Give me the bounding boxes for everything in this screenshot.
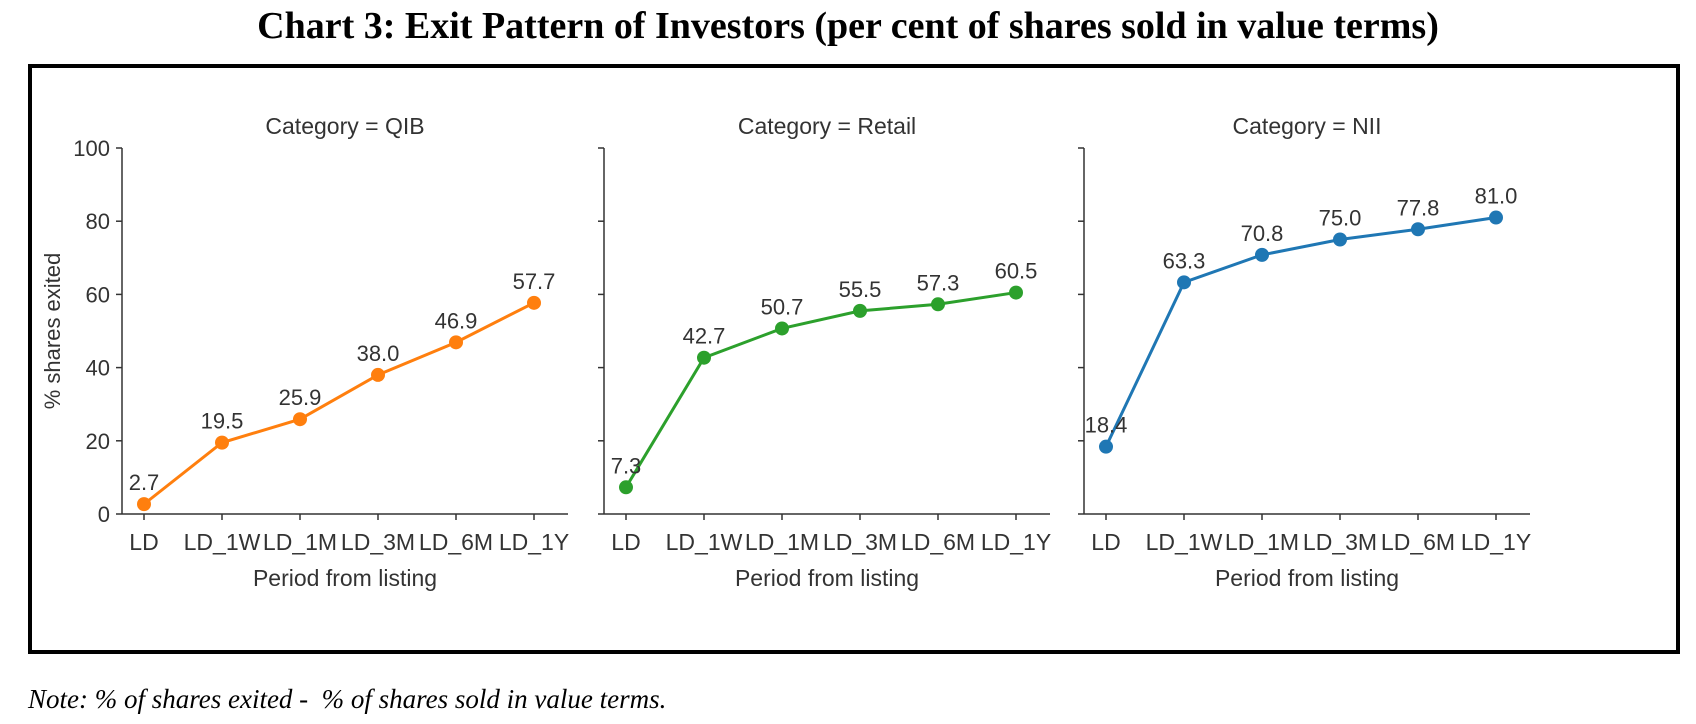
data-label: 55.5 — [839, 277, 882, 302]
data-point — [1489, 210, 1503, 225]
x-tick-label: LD_6M — [419, 529, 493, 555]
x-axis-label: Period from listing — [1215, 565, 1399, 591]
data-point — [527, 295, 541, 310]
chart-title: Chart 3: Exit Pattern of Investors (per … — [257, 5, 1439, 47]
data-label: 57.7 — [513, 269, 556, 294]
series-line — [1104, 216, 1497, 448]
data-point — [137, 497, 151, 512]
data-label: 46.9 — [435, 308, 478, 333]
x-tick-label: LD_3M — [1303, 529, 1377, 555]
series-line — [143, 301, 535, 506]
data-point — [1099, 439, 1113, 454]
panel-title: Category = QIB — [265, 113, 424, 139]
data-point — [1411, 222, 1425, 237]
y-tick-label: 0 — [98, 502, 110, 527]
y-tick-label: 40 — [86, 356, 110, 381]
chart-frame: Category = QIB 0 20 40 60 80 100 LD LD_1W LD_1M LD… — [28, 64, 1680, 654]
data-point — [371, 367, 385, 382]
series-line — [624, 291, 1017, 489]
x-tick-label: LD_1Y — [499, 529, 569, 555]
data-label: 18.4 — [1085, 413, 1128, 438]
x-axis-label: Period from listing — [253, 565, 437, 591]
y-tick-label: 20 — [86, 429, 110, 454]
panel-title: Category = NII — [1233, 113, 1382, 139]
data-point — [697, 350, 711, 365]
data-point — [1009, 285, 1023, 300]
x-tick-label: LD_3M — [823, 529, 897, 555]
data-label: 81.0 — [1475, 184, 1518, 209]
data-point — [1255, 247, 1269, 262]
data-point — [449, 335, 463, 350]
data-point — [853, 303, 867, 318]
x-tick-label: LD_1W — [1146, 529, 1223, 555]
data-point — [293, 412, 307, 427]
data-label: 42.7 — [683, 324, 726, 349]
data-label: 63.3 — [1163, 248, 1206, 273]
data-label: 25.9 — [279, 385, 322, 410]
x-tick-label: LD_6M — [1381, 529, 1455, 555]
y-tick-label: 80 — [86, 209, 110, 234]
y-tick-label: 60 — [86, 282, 110, 307]
x-tick-label: LD_1Y — [1461, 529, 1531, 555]
data-point — [619, 480, 633, 495]
x-tick-label: LD_1W — [184, 529, 261, 555]
x-tick-label: LD_1W — [666, 529, 743, 555]
data-label: 38.0 — [357, 341, 400, 366]
x-tick-label: LD_6M — [901, 529, 975, 555]
data-label: 7.3 — [611, 453, 642, 478]
data-label: 50.7 — [761, 294, 804, 319]
data-point — [215, 435, 229, 450]
data-label: 60.5 — [995, 259, 1038, 284]
x-tick-label: LD — [611, 529, 640, 555]
x-tick-label: LD_1M — [745, 529, 819, 555]
x-tick-label: LD — [1091, 529, 1120, 555]
x-tick-label: LD_1M — [1225, 529, 1299, 555]
data-label: 77.8 — [1397, 195, 1440, 220]
data-point — [931, 297, 945, 312]
data-point — [1177, 275, 1191, 290]
y-tick-label: 100 — [73, 136, 110, 161]
x-tick-label: LD — [129, 529, 158, 555]
data-label: 57.3 — [917, 270, 960, 295]
x-tick-label: LD_1Y — [981, 529, 1051, 555]
chart-note: Note: % of shares exited - % of shares s… — [28, 684, 667, 714]
data-point — [775, 321, 789, 336]
data-label: 19.5 — [201, 409, 244, 434]
x-tick-label: LD_3M — [341, 529, 415, 555]
data-point — [1333, 232, 1347, 247]
data-label: 70.8 — [1241, 221, 1284, 246]
y-axis-label: % shares exited — [40, 253, 65, 410]
data-label: 2.7 — [129, 470, 160, 495]
data-label: 75.0 — [1319, 206, 1362, 231]
panel-title: Category = Retail — [738, 113, 916, 139]
x-tick-label: LD_1M — [263, 529, 337, 555]
x-axis-label: Period from listing — [735, 565, 919, 591]
